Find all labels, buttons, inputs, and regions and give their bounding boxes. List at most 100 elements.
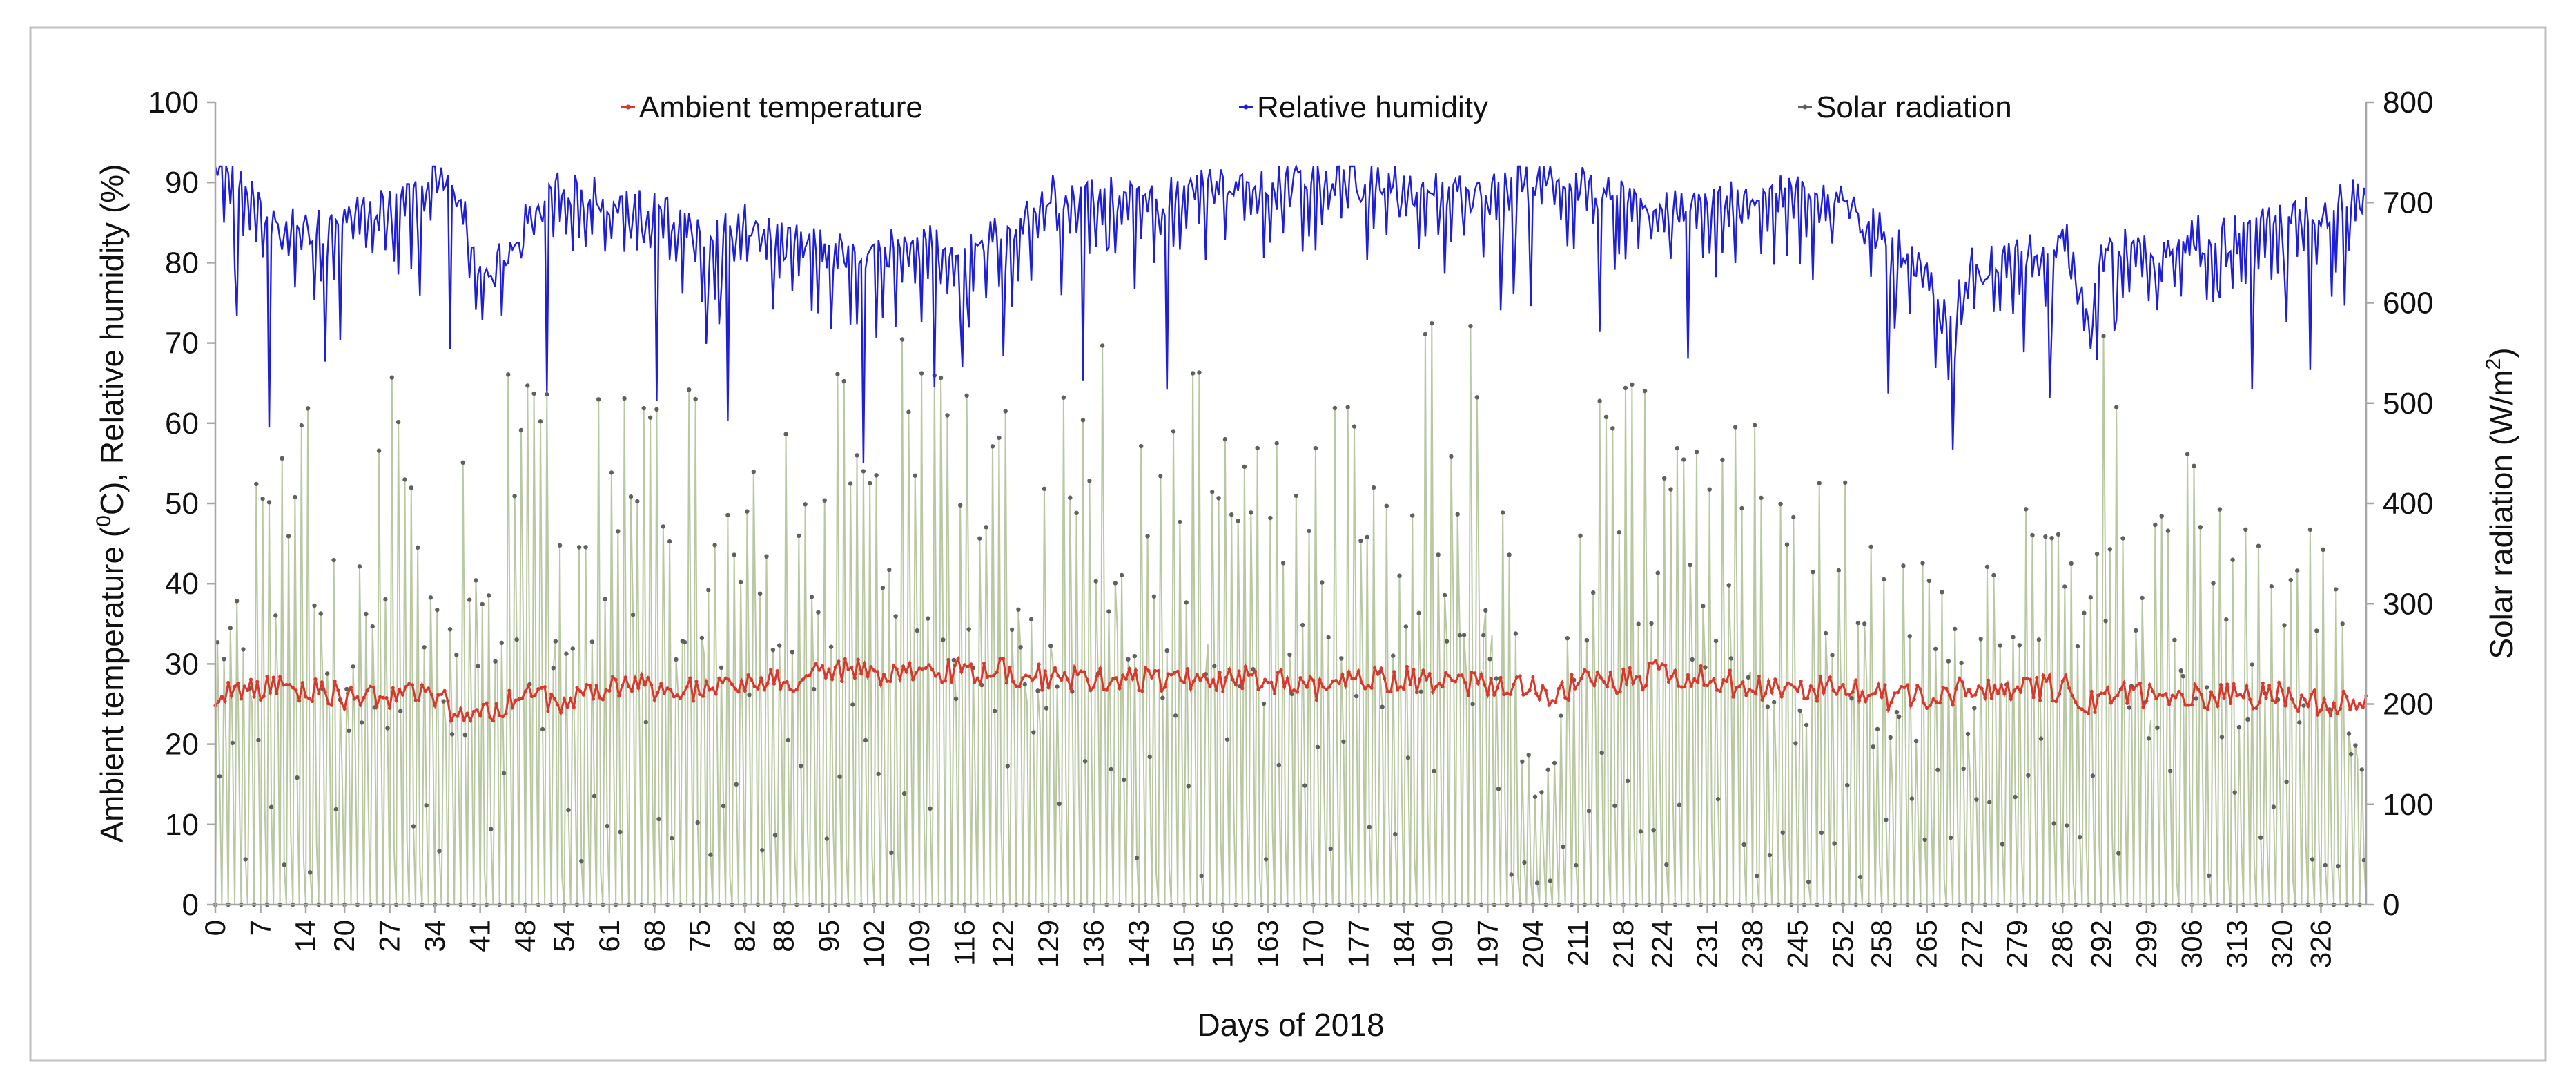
ambient-temperature-point <box>1024 673 1028 677</box>
ambient-temperature-point <box>1153 668 1158 673</box>
x-tick-label: 238 <box>1736 920 1768 968</box>
ambient-temperature-point <box>1883 683 1887 687</box>
solar-radiation-point <box>476 664 480 668</box>
ambient-temperature-point <box>2267 684 2272 688</box>
solar-radiation-point <box>295 775 300 780</box>
ambient-temperature-point <box>1237 669 1241 673</box>
ambient-temperature-point <box>627 684 631 689</box>
solar-radiation-point <box>1496 787 1501 791</box>
solar-radiation-point <box>1341 739 1346 744</box>
ambient-temperature-point <box>1156 668 1160 673</box>
x-tick-label: 313 <box>2221 920 2253 968</box>
solar-radiation-point <box>1548 878 1553 883</box>
ambient-temperature-point <box>1512 682 1516 686</box>
solar-radiation-point <box>1599 751 1604 755</box>
solar-radiation-point <box>385 726 390 731</box>
legend: Ambient temperature Relative humidity Sola… <box>621 90 2012 124</box>
ambient-temperature-point <box>1505 691 1510 695</box>
ambient-temperature-point <box>591 697 596 701</box>
x-tick-label: 82 <box>728 920 761 952</box>
ambient-temperature-point <box>2341 689 2345 693</box>
solar-radiation-point <box>876 771 881 777</box>
solar-radiation-point <box>1509 872 1514 877</box>
ambient-temperature-point <box>217 700 221 704</box>
ambient-temperature-point <box>1621 667 1626 671</box>
solar-radiation-point <box>828 644 834 649</box>
solar-radiation-point <box>1197 370 1202 375</box>
solar-radiation-point <box>422 645 427 650</box>
ambient-temperature-point <box>556 703 560 707</box>
ambient-temperature-point <box>452 713 456 717</box>
ambient-temperature-point <box>975 676 979 680</box>
solar-radiation-point <box>799 764 803 769</box>
solar-radiation-point <box>2297 720 2302 725</box>
ambient-temperature-point <box>2006 682 2010 686</box>
ambient-temperature-point <box>2018 690 2022 694</box>
solar-radiation-point <box>1843 480 1848 485</box>
solar-radiation-point <box>416 545 420 550</box>
solar-radiation-point <box>630 613 636 617</box>
solar-radiation-point <box>2134 628 2138 633</box>
ambient-temperature-point <box>1463 680 1467 685</box>
solar-radiation-point <box>2017 643 2022 648</box>
solar-radiation-point <box>1926 578 1931 584</box>
solar-radiation-point <box>1561 844 1565 849</box>
ambient-temperature-point <box>2303 697 2307 702</box>
ambient-temperature-point <box>539 686 544 690</box>
ambient-temperature-point <box>2199 693 2203 697</box>
ambient-temperature-point <box>2099 691 2103 695</box>
solar-radiation-point <box>1236 519 1240 523</box>
ambient-temperature-point <box>1635 675 1639 680</box>
ambient-temperature-point <box>398 688 402 692</box>
ambient-temperature-point <box>1579 676 1583 680</box>
solar-radiation-point <box>667 539 672 544</box>
ambient-temperature-point <box>2160 693 2165 697</box>
ambient-temperature-point <box>226 680 231 685</box>
ambient-temperature-point <box>588 684 592 688</box>
ambient-temperature-point <box>1402 687 1406 691</box>
x-tick-label: 75 <box>683 920 716 952</box>
ambient-temperature-point <box>1366 684 1370 688</box>
ambient-temperature-point <box>2206 707 2210 711</box>
solar-radiation-point <box>1035 688 1040 693</box>
ambient-temperature-point <box>1973 693 1978 697</box>
ambient-temperature-point <box>546 709 550 713</box>
solar-radiation-point <box>480 601 485 607</box>
ambient-temperature-point <box>1150 675 1154 680</box>
ambient-temperature-point <box>665 686 670 691</box>
solar-radiation-point <box>1061 395 1066 400</box>
ambient-temperature-point <box>1873 691 1877 695</box>
ambient-temperature-point <box>378 695 382 699</box>
solar-radiation-point <box>1791 514 1796 520</box>
ambient-temperature-point <box>1660 662 1664 666</box>
solar-radiation-point <box>682 639 687 645</box>
solar-radiation-point <box>899 337 905 342</box>
ambient-temperature-point <box>1779 695 1784 699</box>
solar-radiation-point <box>1494 676 1499 681</box>
ambient-temperature-point <box>2183 703 2187 707</box>
solar-radiation-point <box>545 392 549 397</box>
solar-radiation-point <box>1405 755 1411 760</box>
ambient-temperature-point <box>297 699 302 703</box>
solar-radiation-point <box>1307 528 1311 534</box>
solar-radiation-point <box>1055 684 1060 689</box>
ambient-temperature-point <box>1618 689 1622 693</box>
x-tick-label: 102 <box>857 920 890 968</box>
ambient-temperature-point <box>911 677 915 682</box>
x-tick-label: 48 <box>509 920 541 952</box>
ambient-temperature-point <box>2354 706 2359 711</box>
solar-radiation-point <box>1909 796 1915 801</box>
ambient-temperature-point <box>2235 694 2239 698</box>
ambient-temperature-point <box>1127 666 1131 671</box>
solar-radiation-point <box>1423 331 1428 337</box>
ambient-temperature-point <box>517 697 521 702</box>
ambient-temperature-point <box>1589 679 1593 683</box>
solar-radiation-point <box>824 836 830 841</box>
ambient-temperature-point <box>2264 696 2268 700</box>
solar-radiation-point <box>583 545 588 550</box>
solar-radiation-point <box>977 536 982 541</box>
ambient-temperature-point <box>1831 688 1835 693</box>
solar-radiation-point <box>725 512 730 518</box>
x-tick-label: 292 <box>2085 920 2117 968</box>
